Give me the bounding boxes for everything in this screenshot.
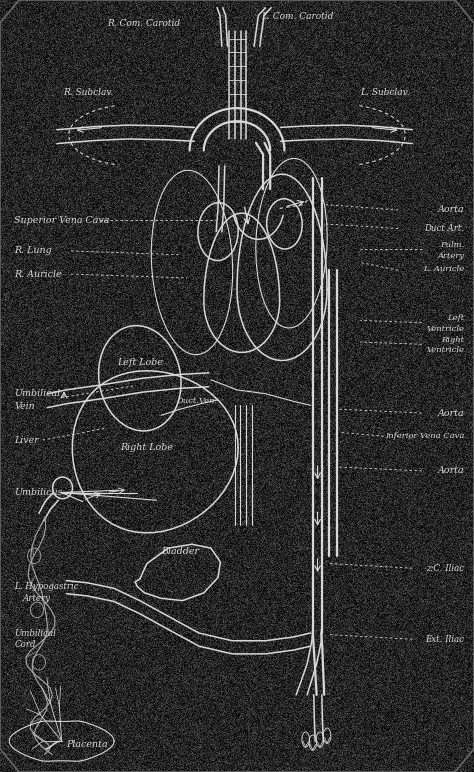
Text: Left: Left [447,314,465,322]
Text: Ext. Iliac: Ext. Iliac [426,635,465,644]
Text: Umbilicus: Umbilicus [14,488,63,497]
Text: Liver: Liver [14,435,39,445]
Text: Bladder: Bladder [161,547,199,557]
Text: Aorta: Aorta [438,466,465,476]
Text: Right: Right [441,336,465,344]
Text: Vein: Vein [14,402,35,411]
Text: L. Com. Carotid: L. Com. Carotid [261,12,333,22]
Text: Artery: Artery [23,594,51,603]
Text: Ventricle: Ventricle [427,347,465,354]
Text: Duct.Ven.: Duct.Ven. [176,398,217,405]
Text: Duct Art.: Duct Art. [424,224,465,233]
Text: Placenta: Placenta [66,740,108,750]
Text: L. Subclav.: L. Subclav. [360,88,410,97]
Text: Pulm.: Pulm. [440,242,465,249]
Text: z:C. Iliac: z:C. Iliac [427,564,465,573]
Text: R. Subclav.: R. Subclav. [64,88,114,97]
Text: Inferior Vena Cava: Inferior Vena Cava [385,432,465,440]
Text: Right Lobe: Right Lobe [120,443,173,452]
Text: R. Com. Carotid: R. Com. Carotid [107,19,180,28]
Text: Cord: Cord [14,640,36,649]
Text: R. Lung: R. Lung [14,246,52,256]
Text: L. Auricle: L. Auricle [423,265,465,273]
Text: Left Lobe: Left Lobe [117,358,163,367]
Text: L. Hypogastric: L. Hypogastric [14,582,79,591]
Text: R. Auricle: R. Auricle [14,269,62,279]
Text: Ventricle: Ventricle [427,325,465,333]
Text: Superior Vena Cava: Superior Vena Cava [14,215,109,225]
Text: Artery: Artery [438,252,465,260]
Text: Aorta: Aorta [438,408,465,418]
Text: Aorta: Aorta [438,205,465,215]
Text: Umbilical: Umbilical [14,628,56,638]
Text: Umbilical: Umbilical [14,389,60,398]
